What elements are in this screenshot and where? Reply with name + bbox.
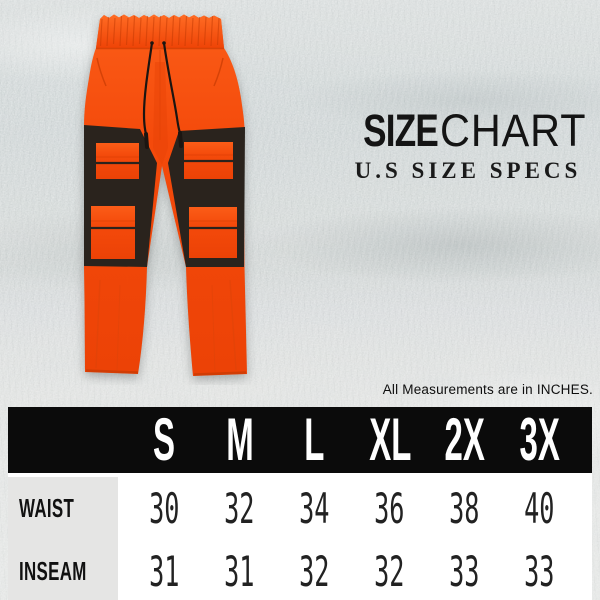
leg-hems	[85, 369, 247, 376]
value-cell: 32	[299, 547, 330, 596]
waistband-crinkles	[99, 15, 220, 47]
left-hip-pocket-slit	[96, 57, 107, 87]
size-column-header: 3X	[519, 406, 560, 473]
row-label-column-bg	[8, 477, 118, 600]
value-cell: 33	[449, 547, 480, 596]
size-table: S M L XL 2X 3X WAIST 30 32 34 36 38 40 I…	[8, 407, 592, 600]
value-cell: 31	[224, 547, 255, 596]
value-cell: 32	[224, 483, 255, 533]
title-bold-part: SIZE	[363, 105, 439, 156]
value-cell: 38	[449, 483, 480, 533]
size-column-header: L	[304, 406, 325, 473]
cargo-pockets	[91, 142, 237, 259]
value-cell: 32	[374, 547, 405, 596]
size-table-body: WAIST 30 32 34 36 38 40 INSEAM 31 31 32 …	[8, 473, 592, 600]
leg-creases	[95, 279, 237, 373]
heading-block: SIZECHART U.S SIZE SPECS	[342, 108, 594, 184]
row-label-cell: INSEAM	[19, 556, 87, 586]
measurements-note: All Measurements are in INCHES.	[382, 382, 593, 397]
value-cell: 33	[524, 547, 555, 596]
page-subtitle: U.S SIZE SPECS	[354, 158, 582, 183]
product-photo-pants	[84, 14, 247, 376]
size-table-header: S M L XL 2X 3X	[8, 407, 592, 473]
size-column-header: S	[153, 406, 176, 473]
size-column-header: XL	[369, 406, 412, 473]
value-cell: 40	[524, 483, 555, 533]
table-row-inseam: INSEAM 31 31 32 32 33 33	[8, 543, 592, 600]
value-cell: 36	[374, 483, 405, 533]
value-cell: 30	[149, 483, 180, 533]
size-column-header: 2X	[444, 406, 485, 473]
right-hip-pocket-slit	[213, 57, 224, 87]
table-row-waist: WAIST 30 32 34 36 38 40	[8, 473, 592, 543]
pants-crotch-fold	[153, 62, 168, 165]
size-column-header: M	[225, 406, 254, 473]
title-light-part: CHART	[440, 105, 587, 156]
pants-silhouette	[84, 14, 247, 376]
drawstrings	[142, 41, 183, 149]
value-cell: 34	[299, 483, 330, 533]
value-cell: 31	[149, 547, 180, 596]
page-title: SIZECHART	[342, 108, 594, 153]
row-label-cell: WAIST	[19, 492, 75, 523]
